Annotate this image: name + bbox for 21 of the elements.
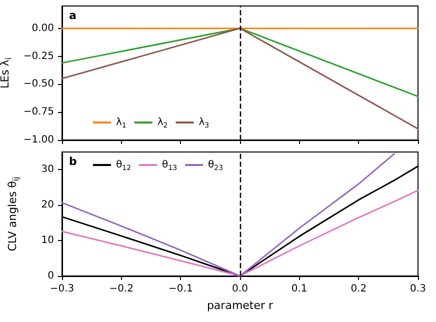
x-tick-label: −0.3 [50,284,74,294]
annotation: b [69,155,77,168]
y-tick-label: 20 [41,200,54,211]
y-axis-title: LEs λi [0,57,13,89]
x-tick-label: 0.3 [410,284,426,294]
x-tick-label: 0.1 [291,284,308,294]
y-tick-label: −1.00 [23,134,54,146]
y-tick-label: −0.75 [23,106,54,118]
x-tick-label: 0.2 [350,284,367,294]
y-axis-title: CLV angles θij [6,176,20,252]
x-tick-label: 0.0 [232,284,248,294]
annotation: a [69,9,76,22]
y-tick-label: −0.25 [23,50,54,62]
y-tick-label: 10 [41,235,54,246]
y-tick-label: 30 [41,164,54,176]
y-tick-label: 0.00 [32,22,54,34]
x-axis-title: parameter r [206,299,274,312]
y-tick-label: 0 [48,270,54,282]
y-tick-label: −0.50 [23,78,54,90]
x-tick-label: −0.1 [168,284,193,294]
x-tick-label: −0.2 [109,284,134,294]
